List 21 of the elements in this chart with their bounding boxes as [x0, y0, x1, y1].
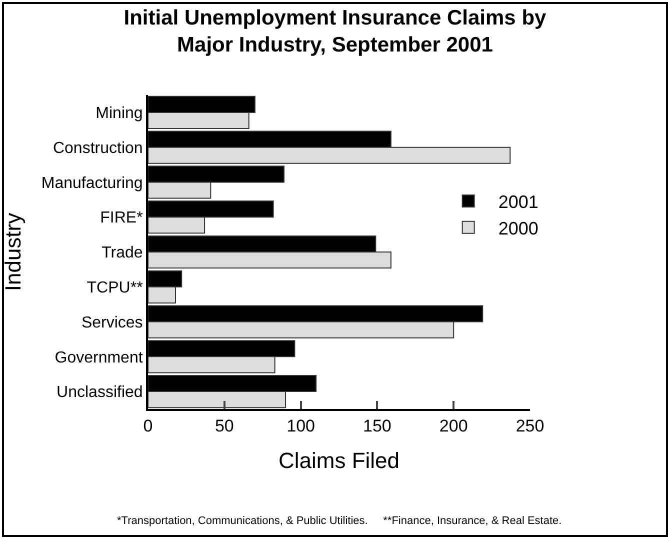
y-tick-label: Manufacturing: [41, 174, 143, 192]
x-tick-label: 200: [439, 416, 468, 436]
y-tick-label: Mining: [96, 105, 143, 122]
x-tick-label: 100: [286, 416, 315, 436]
y-tick-label: Construction: [52, 140, 143, 157]
x-tick-label: 50: [214, 416, 234, 436]
y-tick-label: Trade: [102, 244, 143, 262]
y-tick-label: Unclassified: [56, 384, 143, 402]
y-tick-label: Services: [81, 314, 143, 332]
y-tick-label: Government: [54, 349, 144, 366]
chart-title: Initial Unemployment Insurance Claims by Major Industry, September 2001: [124, 6, 547, 57]
text: *Transportation, Communications, & Public Utilities. **Finance, Insurance, & Real Estate.: [117, 515, 562, 527]
legend-label: 2000: [498, 218, 538, 238]
x-tick-label: 0: [143, 416, 153, 436]
x-tick-label: 250: [516, 416, 544, 436]
x-tick-label: 150: [363, 416, 392, 436]
y-tick-label: FIRE*: [100, 210, 143, 227]
y-axis-title: Industry: [0, 212, 26, 292]
legend-label: 2001: [498, 192, 538, 212]
x-axis-title: Claims Filed: [278, 448, 400, 473]
y-tick-label: TCPU**: [86, 279, 143, 296]
